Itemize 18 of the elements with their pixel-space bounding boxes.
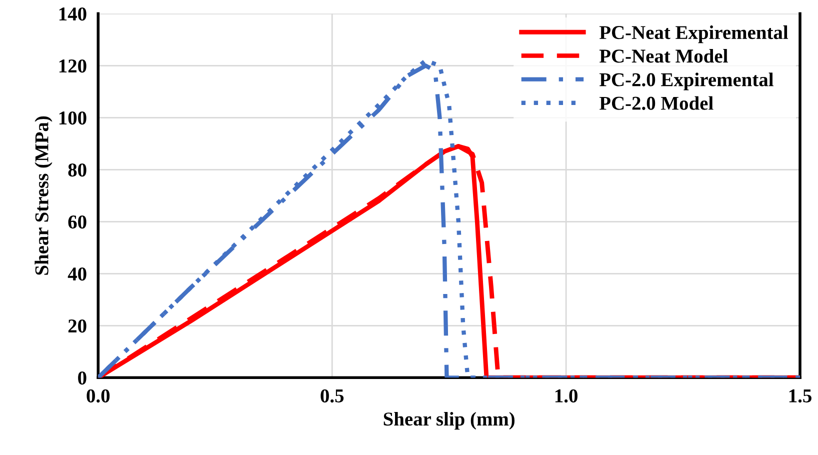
y-tick-label: 120: [59, 59, 86, 73]
y-tick-label: 20: [68, 319, 86, 333]
y-axis-title: Shear Stress (MPa): [34, 116, 52, 275]
x-axis-title: Shear slip (mm): [384, 412, 514, 430]
y-tick-label: 0: [78, 371, 86, 385]
legend-label: PC-2.0 Model: [599, 96, 714, 110]
x-tick-label: 1.0: [555, 389, 578, 403]
y-tick-label: 40: [68, 267, 86, 281]
y-tick-label: 60: [68, 215, 86, 229]
x-tick-label: 0.5: [320, 389, 344, 403]
x-tick-label: 1.5: [789, 389, 812, 403]
legend-label: PC-2.0 Expiremental: [599, 72, 774, 90]
legend-label: PC-Neat Model: [599, 49, 728, 63]
y-tick-label: 80: [68, 163, 86, 177]
y-tick-label: 100: [59, 111, 86, 125]
legend-label: PC-Neat Expiremental: [599, 25, 788, 44]
x-tick-label: 0.0: [86, 389, 110, 403]
y-tick-label: 140: [59, 7, 86, 21]
